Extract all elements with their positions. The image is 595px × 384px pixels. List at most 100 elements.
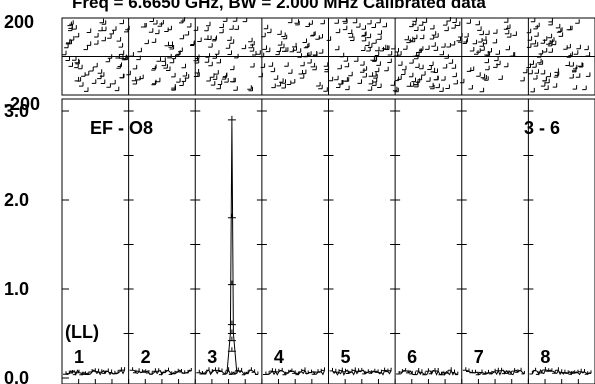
amplitude-point <box>485 369 489 374</box>
amplitude-point <box>275 368 280 373</box>
phase-point <box>217 80 223 85</box>
phase-point <box>247 85 252 90</box>
phase-point <box>324 65 330 70</box>
spike-point <box>227 347 236 352</box>
amplitude-trace <box>65 369 126 376</box>
phase-point <box>294 19 299 24</box>
phase-point <box>345 85 350 91</box>
phase-point <box>219 28 224 34</box>
amplitude-point <box>155 368 160 372</box>
phase-point <box>342 25 348 31</box>
phase-point <box>101 20 107 25</box>
phase-point <box>575 19 580 24</box>
phase-point <box>429 61 434 66</box>
spike-point <box>227 336 236 342</box>
phase-point <box>119 73 124 79</box>
phase-point <box>268 62 274 67</box>
phase-point <box>109 29 114 35</box>
phase-point <box>563 45 568 50</box>
phase-point <box>367 19 372 25</box>
phase-point <box>339 80 344 85</box>
phase-point <box>459 78 465 84</box>
phase-point <box>168 41 173 46</box>
phase-point <box>334 75 339 81</box>
phase-point <box>377 83 382 88</box>
phase-point <box>186 23 192 28</box>
phase-point <box>157 22 163 27</box>
phase-point <box>451 24 456 29</box>
phase-point <box>72 25 77 30</box>
phase-point <box>282 34 288 40</box>
phase-point <box>411 77 416 83</box>
phase-point <box>492 38 498 44</box>
phase-panel: 200 -200 <box>4 12 595 114</box>
phase-point <box>276 47 281 52</box>
phase-point <box>212 35 217 40</box>
phase-point <box>290 79 296 84</box>
amplitude-point <box>555 367 559 371</box>
amplitude-point <box>269 368 273 372</box>
phase-point <box>566 25 572 31</box>
phase-point <box>216 84 221 90</box>
phase-point <box>466 19 471 24</box>
phase-point <box>569 74 574 79</box>
phase-point <box>132 64 138 70</box>
phase-point <box>334 19 339 24</box>
phase-point <box>337 64 342 70</box>
phase-point <box>286 80 292 85</box>
phase-point <box>542 48 548 53</box>
phase-point <box>106 83 111 88</box>
phase-point <box>403 45 408 50</box>
phase-point <box>182 72 188 77</box>
phase-point <box>360 68 365 73</box>
phase-point <box>219 23 224 28</box>
phase-point <box>229 39 235 44</box>
amplitude-point <box>388 367 392 372</box>
phase-point <box>250 41 255 46</box>
phase-point <box>338 80 343 85</box>
phase-point <box>479 87 485 93</box>
phase-point <box>270 67 276 73</box>
amplitude-tick-label: 0.0 <box>4 368 29 384</box>
phase-point <box>530 17 536 23</box>
amplitude-point <box>66 370 70 375</box>
phase-point <box>271 83 276 89</box>
phase-point <box>414 26 419 31</box>
phase-point <box>392 86 398 92</box>
amplitude-point <box>561 369 566 374</box>
phase-point <box>98 26 103 32</box>
amplitude-point <box>89 369 93 373</box>
phase-point <box>302 38 307 43</box>
phase-point <box>456 36 461 42</box>
phase-point <box>453 79 458 85</box>
phase-point <box>299 74 305 79</box>
phase-point <box>137 47 142 53</box>
phase-point <box>81 72 86 77</box>
phase-point <box>176 78 181 83</box>
phase-point <box>372 56 378 61</box>
amplitude-point <box>358 367 363 372</box>
phase-point <box>352 18 358 24</box>
phase-point <box>362 73 367 78</box>
phase-point <box>377 30 382 35</box>
phase-point <box>526 43 532 48</box>
phase-point <box>74 76 80 82</box>
phase-point <box>292 46 297 51</box>
phase-point <box>585 52 591 57</box>
phase-point <box>116 37 122 42</box>
phase-point <box>131 76 137 82</box>
segment-label: 8 <box>540 347 550 367</box>
phase-point <box>406 82 412 87</box>
phase-point <box>232 17 238 22</box>
phase-point <box>540 69 546 75</box>
phase-point <box>303 43 309 49</box>
phase-point <box>418 46 424 51</box>
phase-point <box>316 82 321 87</box>
phase-point <box>411 20 417 26</box>
phase-point <box>469 47 475 52</box>
phase-point <box>74 32 80 38</box>
phase-point <box>279 78 284 83</box>
amplitude-point <box>352 367 356 371</box>
phase-point <box>206 21 211 27</box>
